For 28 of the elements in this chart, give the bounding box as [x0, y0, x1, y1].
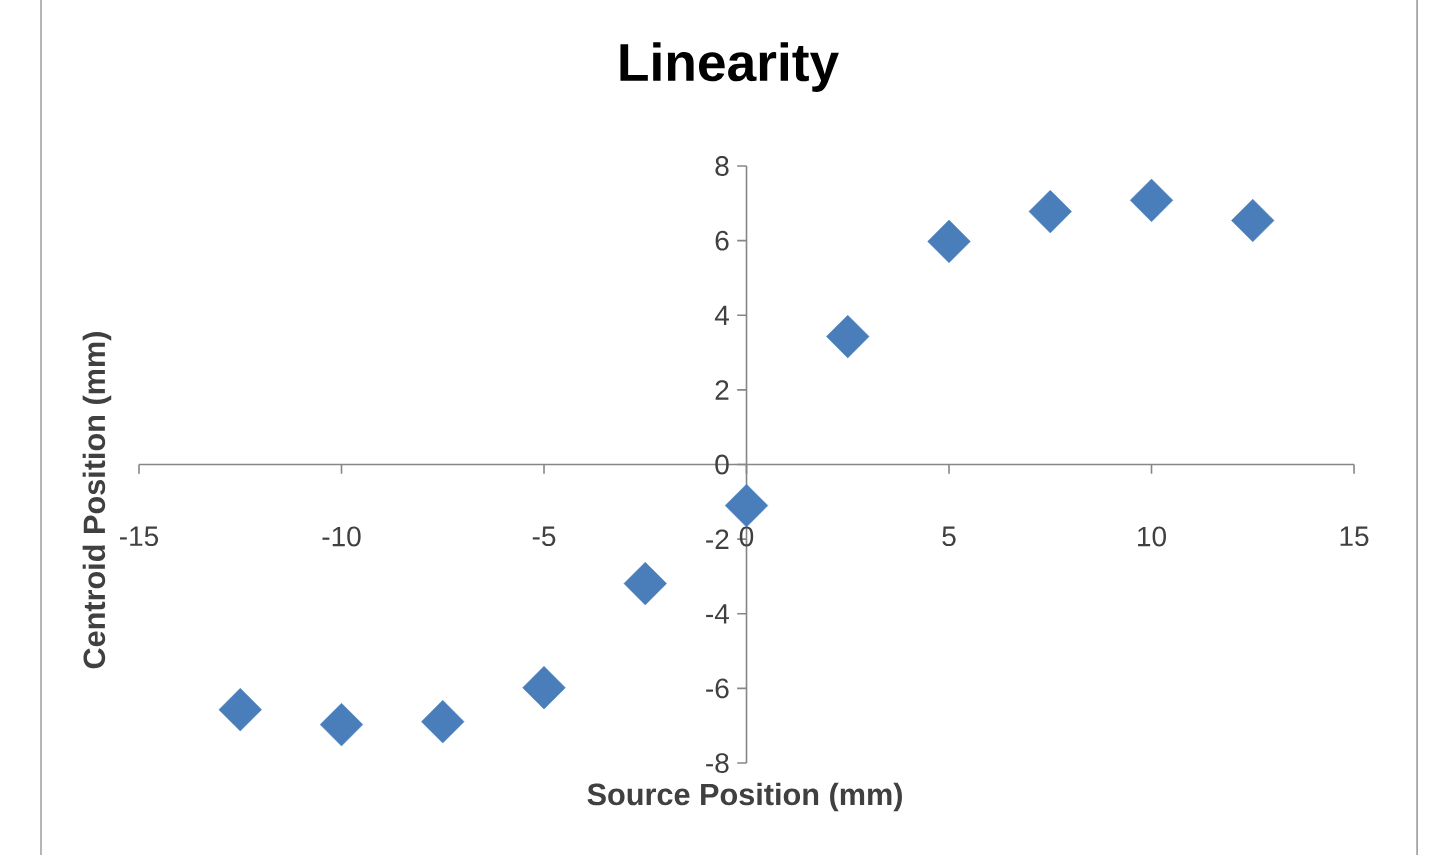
- point: [218, 688, 262, 732]
- x-tick-label: 15: [1340, 526, 1369, 547]
- point: [421, 700, 465, 744]
- point: [1129, 178, 1174, 222]
- x-tick-label: -5: [532, 526, 556, 547]
- y-tick-label: 2: [715, 380, 729, 400]
- y-tick-label: 6: [715, 230, 729, 251]
- y-tick-label: 8: [715, 156, 729, 176]
- y-tick-label: -2: [706, 529, 729, 549]
- point: [1028, 189, 1072, 234]
- y-axis-title: Centroid Position (mm): [82, 332, 112, 669]
- x-axis-title: Source Position (mm): [587, 782, 902, 812]
- x-tick-label: 5: [942, 526, 956, 547]
- y-tick-label: 4: [714, 305, 729, 325]
- point: [522, 666, 566, 710]
- point: [826, 314, 870, 359]
- x-tick-label: -10: [322, 526, 361, 547]
- point: [1231, 198, 1275, 243]
- x-tick-label: -15: [120, 526, 159, 547]
- y-tick-label: -4: [706, 604, 729, 624]
- chart-title: Linearity: [620, 42, 839, 92]
- y-tick-label: -6: [706, 678, 729, 699]
- y-tick-label: -8: [706, 753, 729, 773]
- x-tick-label: 10: [1138, 526, 1166, 547]
- point: [319, 703, 364, 747]
- point: [927, 219, 971, 263]
- point: [724, 483, 769, 528]
- point: [623, 561, 667, 606]
